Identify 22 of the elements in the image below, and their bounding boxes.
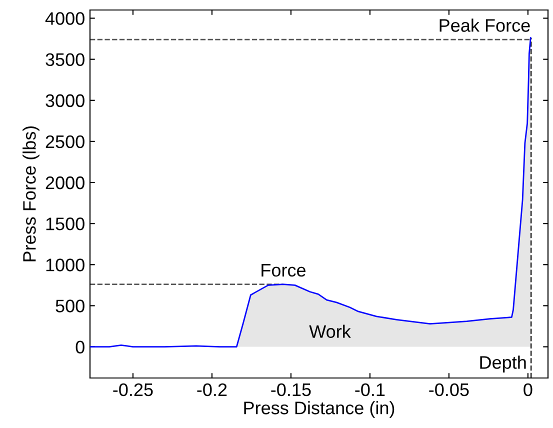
ref-line-label: Depth	[480, 356, 526, 372]
y-tick-label: 500	[56, 300, 84, 312]
x-axis-title: Press Distance (in)	[244, 401, 394, 418]
y-axis-title: Press Force (lbs)	[22, 126, 40, 262]
y-tick-label: 1000	[46, 258, 84, 272]
x-tick-label: -0.25	[113, 383, 153, 396]
y-tick-label: 2500	[46, 135, 84, 148]
ref-line-label: Peak Force	[440, 18, 530, 32]
y-tick-label: 3500	[46, 53, 84, 66]
y-tick-label: 0	[76, 340, 84, 354]
y-tick-label: 4000	[45, 12, 84, 25]
x-tick-label: 0	[524, 383, 532, 396]
x-tick-label: -0.1	[355, 383, 385, 396]
line-series	[90, 37, 532, 348]
annotation: Work	[309, 324, 351, 338]
y-tick-label: 1500	[46, 218, 84, 230]
x-tick-label: -0.2	[197, 383, 227, 396]
y-tick-label: 2000	[46, 176, 84, 190]
x-tick-label: -0.15	[271, 383, 311, 396]
ref-line-label: Force	[262, 264, 306, 277]
y-tick-label: 3000	[46, 94, 84, 108]
x-tick-label: -0.05	[429, 383, 469, 396]
